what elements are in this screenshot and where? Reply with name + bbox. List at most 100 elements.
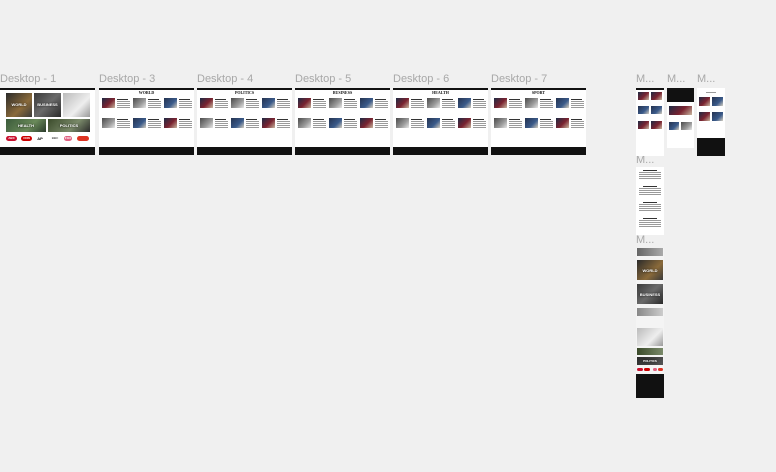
mobile-tile-business[interactable]: BUSINESS <box>637 284 663 304</box>
article-text-line <box>509 107 522 108</box>
mobile-thumb[interactable] <box>699 112 710 121</box>
article-thumbnail[interactable] <box>164 118 177 128</box>
frame-label-mobile-1[interactable]: M... <box>636 73 655 85</box>
mobile-thumb[interactable] <box>712 112 723 121</box>
article-thumbnail[interactable] <box>556 98 569 108</box>
mobile-thumb[interactable] <box>638 106 649 114</box>
tile-business-label: BUSINESS <box>37 102 58 107</box>
section-title: BUSINESS <box>332 90 353 95</box>
mobile-thumb[interactable] <box>638 92 649 100</box>
frame-label-mobile-3[interactable]: M... <box>697 73 716 85</box>
article-text-line <box>571 107 584 108</box>
article-text-line <box>442 119 453 120</box>
article-text-line <box>313 107 326 108</box>
article-thumbnail[interactable] <box>231 118 244 128</box>
article-thumbnail[interactable] <box>329 98 342 108</box>
mobile-tile-world[interactable]: WORLD <box>637 260 663 280</box>
artboard-desktop-5[interactable]: BUSINESS <box>295 88 390 155</box>
artboard-desktop-3[interactable]: WORLD <box>99 88 194 155</box>
article-thumbnail[interactable] <box>427 118 440 128</box>
logo-cnn[interactable]: CNN <box>21 136 32 141</box>
mobile-logo[interactable] <box>637 368 643 371</box>
frame-label-desktop-7[interactable]: Desktop - 7 <box>491 73 548 85</box>
article-thumbnail[interactable] <box>200 118 213 128</box>
logo-abc[interactable]: ABC <box>6 136 17 141</box>
article-thumbnail[interactable] <box>396 98 409 108</box>
article-thumbnail[interactable] <box>494 118 507 128</box>
article-thumbnail[interactable] <box>556 118 569 128</box>
frame-label-desktop-1[interactable]: Desktop - 1 <box>0 73 57 85</box>
article-thumbnail[interactable] <box>262 118 275 128</box>
logo-extra[interactable] <box>77 136 89 141</box>
article-text-line <box>571 121 584 122</box>
footer <box>99 147 194 155</box>
article-thumbnail[interactable] <box>262 98 275 108</box>
frame-label-mobile-4[interactable]: M... <box>636 154 655 166</box>
article-thumbnail[interactable] <box>525 118 538 128</box>
article-text-line <box>277 105 290 106</box>
mobile-tile-pen[interactable] <box>637 328 663 346</box>
frame-label-desktop-6[interactable]: Desktop - 6 <box>393 73 450 85</box>
mobile-logo[interactable] <box>658 368 663 371</box>
article-thumbnail[interactable] <box>360 98 373 108</box>
article-thumbnail[interactable] <box>164 98 177 108</box>
mobile-logo[interactable] <box>653 368 657 371</box>
tile-health[interactable]: HEALTH <box>6 119 46 132</box>
logo-bbc[interactable]: BBC <box>50 136 60 141</box>
article-thumbnail[interactable] <box>133 118 146 128</box>
mobile-thumb[interactable] <box>651 106 662 114</box>
artboard-mobile-5[interactable]: WORLD BUSINESS POLITICS <box>636 248 664 398</box>
article-thumbnail[interactable] <box>427 98 440 108</box>
logo-ap[interactable]: AP <box>36 136 44 141</box>
mobile-thumb[interactable] <box>669 106 692 115</box>
mobile-thumb[interactable] <box>638 121 649 129</box>
article-thumbnail[interactable] <box>360 118 373 128</box>
artboard-desktop-7[interactable]: SPORT <box>491 88 586 155</box>
mobile-thumb[interactable] <box>681 122 692 130</box>
frame-label-mobile-5[interactable]: M... <box>636 234 655 246</box>
mobile-article-text-line <box>639 224 661 225</box>
article-thumbnail[interactable] <box>200 98 213 108</box>
mobile-logo[interactable] <box>644 368 650 371</box>
article-thumbnail[interactable] <box>458 118 471 128</box>
tile-world[interactable]: WORLD <box>6 93 32 117</box>
artboard-mobile-3[interactable] <box>697 88 725 156</box>
artboard-desktop-1[interactable]: WORLD BUSINESS HEALTH POLITICS ABC CNN A… <box>0 88 95 155</box>
tile-pen-photo[interactable] <box>63 93 90 117</box>
artboard-mobile-2[interactable] <box>667 88 694 148</box>
article-thumbnail[interactable] <box>133 98 146 108</box>
article-text-line <box>509 105 522 106</box>
frame-label-desktop-3[interactable]: Desktop - 3 <box>99 73 156 85</box>
logo-fox[interactable]: FOX <box>64 136 72 141</box>
mobile-thumb[interactable] <box>651 121 662 129</box>
article-text-line <box>179 101 192 102</box>
mobile-tile-politics[interactable]: POLITICS <box>637 357 663 365</box>
mobile-thumb[interactable] <box>712 97 723 106</box>
article-thumbnail[interactable] <box>102 98 115 108</box>
tile-business[interactable]: BUSINESS <box>34 93 61 117</box>
article-text-line <box>375 101 388 102</box>
article-thumbnail[interactable] <box>329 118 342 128</box>
article-text-line <box>277 99 288 100</box>
mobile-thumb[interactable] <box>651 92 662 100</box>
article-thumbnail[interactable] <box>494 98 507 108</box>
artboard-mobile-4[interactable] <box>636 167 664 235</box>
tile-politics[interactable]: POLITICS <box>48 119 90 132</box>
article-thumbnail[interactable] <box>396 118 409 128</box>
artboard-desktop-6[interactable]: HEALTH <box>393 88 488 155</box>
article-thumbnail[interactable] <box>525 98 538 108</box>
article-thumbnail[interactable] <box>231 98 244 108</box>
frame-label-desktop-5[interactable]: Desktop - 5 <box>295 73 352 85</box>
mobile-thumb[interactable] <box>699 97 710 106</box>
frame-label-mobile-2[interactable]: M... <box>667 73 686 85</box>
frame-label-desktop-4[interactable]: Desktop - 4 <box>197 73 254 85</box>
mobile-menu-overlay[interactable] <box>667 88 694 102</box>
artboard-desktop-4[interactable]: POLITICS <box>197 88 292 155</box>
article-thumbnail[interactable] <box>298 98 311 108</box>
article-thumbnail[interactable] <box>298 118 311 128</box>
section-title: SPORT <box>531 90 546 95</box>
artboard-mobile-1[interactable] <box>636 88 664 156</box>
mobile-thumb[interactable] <box>669 122 679 130</box>
article-thumbnail[interactable] <box>102 118 115 128</box>
article-thumbnail[interactable] <box>458 98 471 108</box>
